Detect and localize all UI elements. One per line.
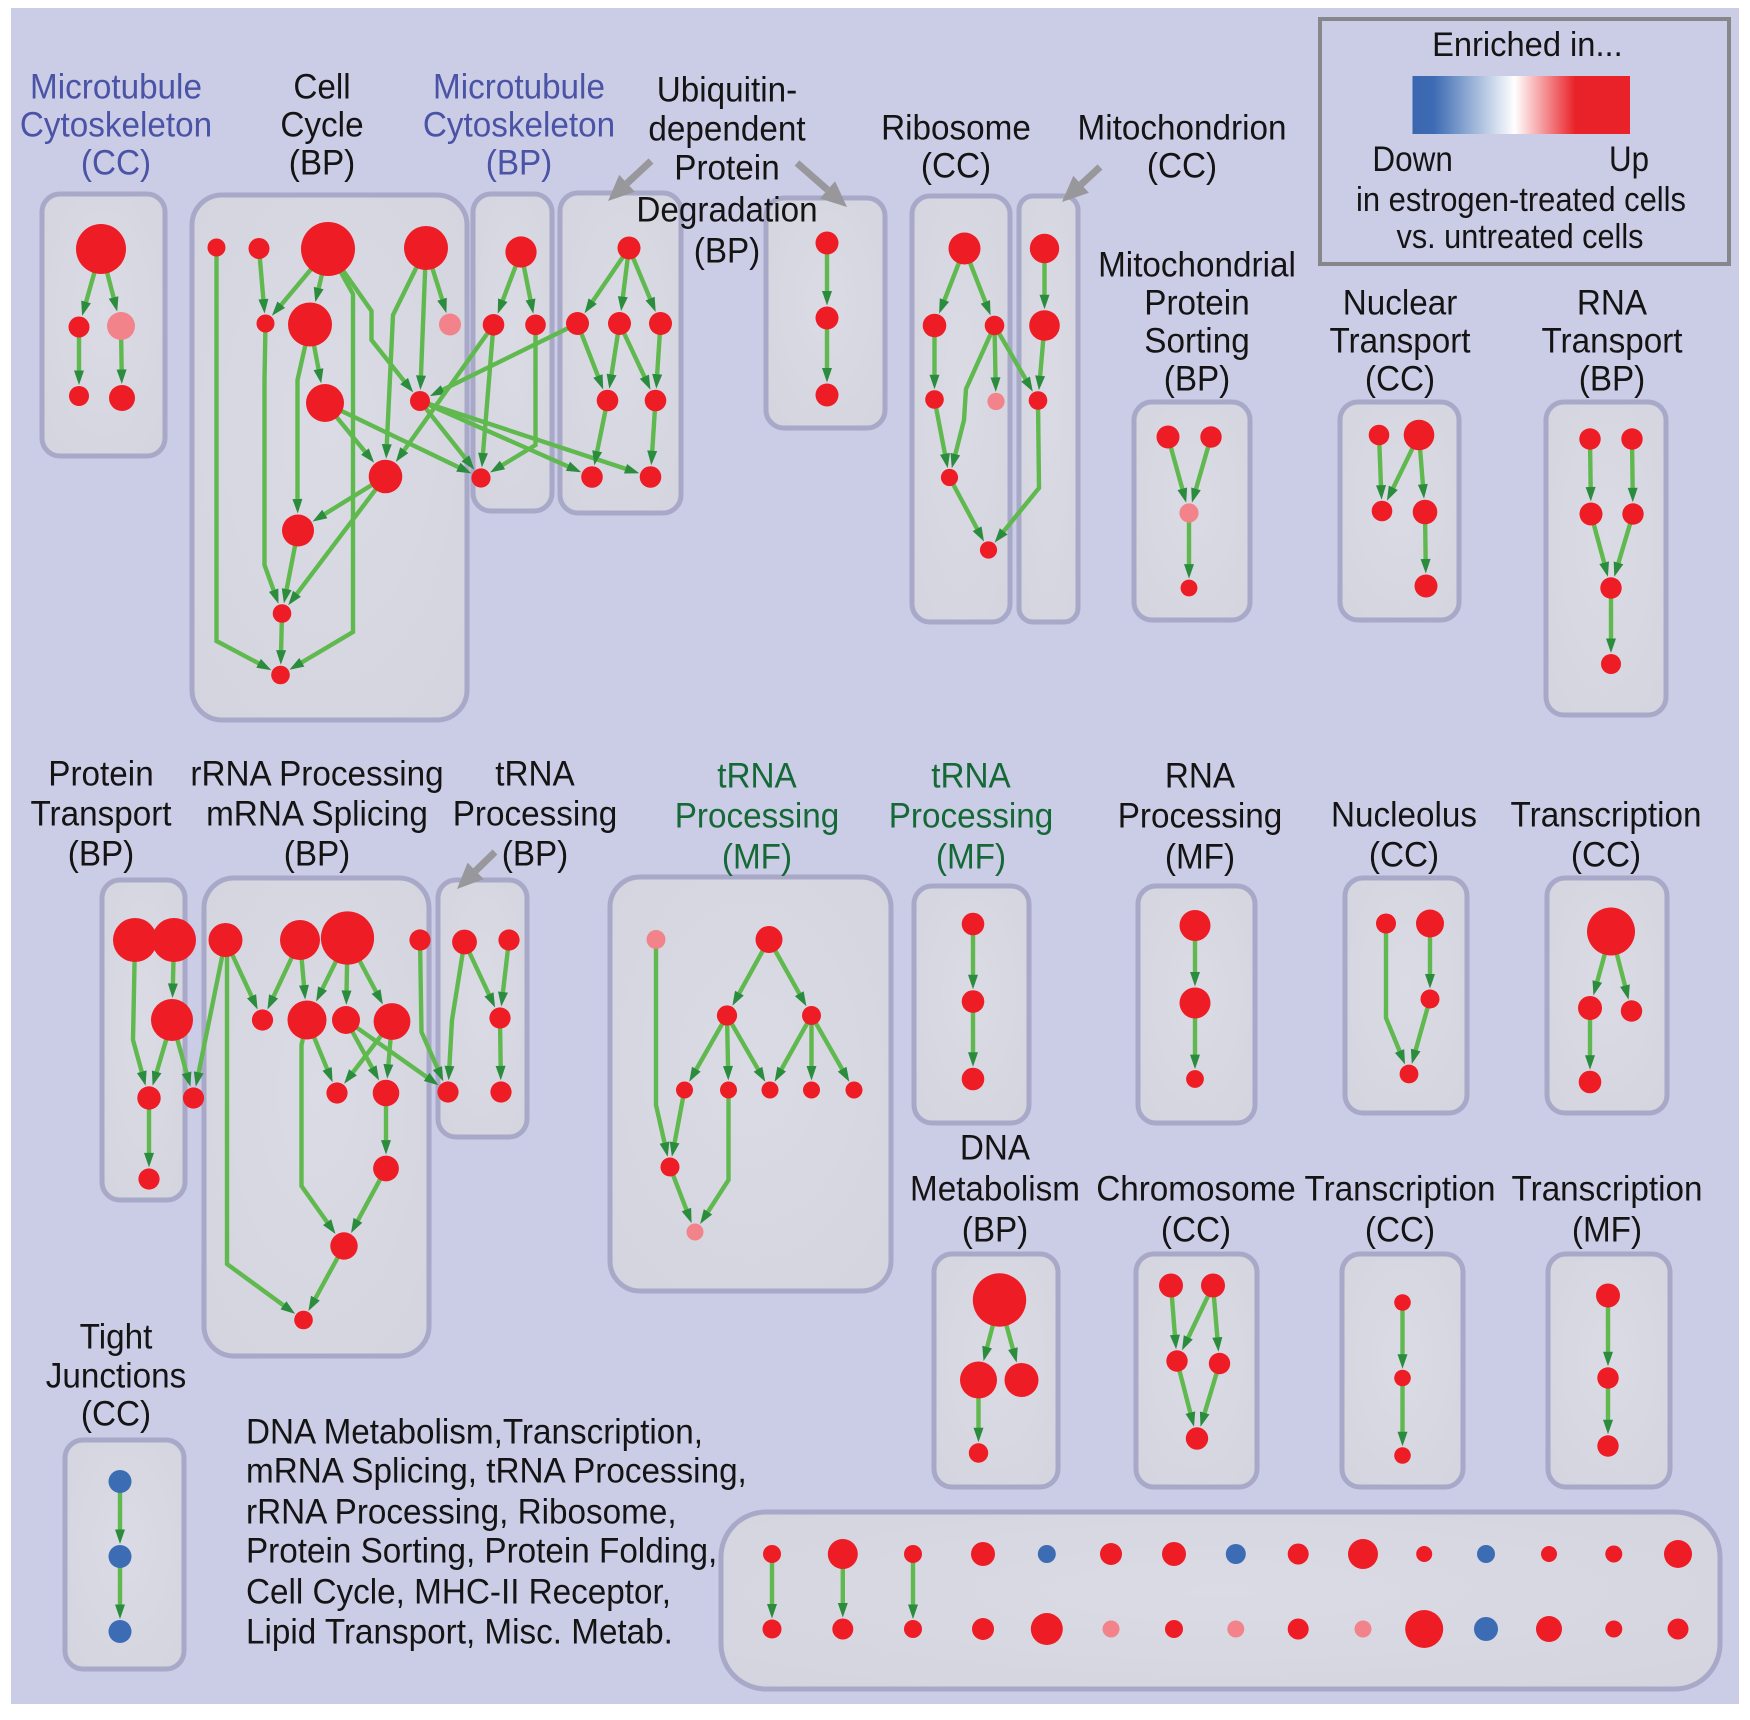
svg-text:Lipid Transport, Misc. Metab.: Lipid Transport, Misc. Metab. — [246, 1613, 673, 1652]
svg-text:tRNA: tRNA — [495, 755, 575, 794]
svg-text:(CC): (CC) — [1147, 147, 1217, 186]
svg-text:Transport: Transport — [1541, 322, 1682, 361]
svg-text:(BP): (BP) — [486, 144, 553, 183]
svg-text:Transport: Transport — [1329, 322, 1470, 361]
svg-text:in estrogen-treated cells: in estrogen-treated cells — [1356, 181, 1686, 219]
svg-text:Transcription: Transcription — [1305, 1170, 1496, 1209]
svg-text:Transcription: Transcription — [1511, 796, 1702, 835]
svg-text:(CC): (CC) — [81, 144, 151, 183]
svg-text:(MF): (MF) — [936, 838, 1006, 877]
svg-text:Cell Cycle, MHC-II Receptor,: Cell Cycle, MHC-II Receptor, — [246, 1573, 671, 1612]
svg-text:(CC): (CC) — [1161, 1211, 1231, 1250]
svg-text:(BP): (BP) — [289, 144, 356, 183]
svg-text:Mitochondrial: Mitochondrial — [1098, 246, 1296, 285]
svg-text:Cell: Cell — [293, 68, 350, 107]
svg-text:vs. untreated cells: vs. untreated cells — [1397, 218, 1644, 256]
svg-text:Sorting: Sorting — [1144, 322, 1249, 361]
svg-text:(BP): (BP) — [68, 835, 135, 874]
svg-text:Protein: Protein — [1144, 284, 1249, 323]
svg-text:(BP): (BP) — [1164, 360, 1231, 399]
svg-text:Junctions: Junctions — [46, 1357, 187, 1396]
svg-text:(MF): (MF) — [1572, 1211, 1642, 1250]
svg-text:Microtubule: Microtubule — [433, 68, 605, 107]
svg-text:(CC): (CC) — [921, 147, 991, 186]
svg-text:Protein: Protein — [48, 755, 153, 794]
svg-text:Enriched in...: Enriched in... — [1432, 26, 1623, 64]
svg-text:(CC): (CC) — [1365, 1211, 1435, 1250]
svg-text:(CC): (CC) — [81, 1395, 151, 1434]
svg-text:Cytoskeleton: Cytoskeleton — [20, 106, 212, 145]
svg-text:Nuclear: Nuclear — [1343, 284, 1458, 323]
svg-text:RNA: RNA — [1165, 757, 1236, 796]
svg-text:Cycle: Cycle — [280, 106, 363, 145]
svg-text:Degradation: Degradation — [636, 191, 817, 230]
svg-text:(BP): (BP) — [962, 1211, 1029, 1250]
svg-text:(BP): (BP) — [284, 835, 351, 874]
svg-text:Down: Down — [1372, 140, 1453, 179]
svg-text:Chromosome: Chromosome — [1096, 1170, 1296, 1209]
svg-text:(MF): (MF) — [1165, 838, 1235, 877]
svg-text:Processing: Processing — [453, 795, 618, 834]
svg-text:Processing: Processing — [889, 797, 1054, 836]
svg-text:Transcription: Transcription — [1512, 1170, 1703, 1209]
svg-text:Metabolism: Metabolism — [910, 1170, 1080, 1209]
svg-text:rRNA Processing: rRNA Processing — [190, 755, 443, 794]
svg-text:Mitochondrion: Mitochondrion — [1078, 109, 1287, 148]
svg-text:Up: Up — [1609, 140, 1649, 179]
svg-text:RNA: RNA — [1577, 284, 1648, 323]
svg-text:mRNA Splicing: mRNA Splicing — [206, 795, 428, 834]
svg-text:Nucleolus: Nucleolus — [1331, 796, 1477, 835]
svg-text:rRNA Processing, Ribosome,: rRNA Processing, Ribosome, — [246, 1493, 677, 1532]
svg-text:dependent: dependent — [648, 110, 805, 149]
svg-text:Tight: Tight — [80, 1318, 153, 1357]
svg-text:Microtubule: Microtubule — [30, 68, 202, 107]
svg-text:Transport: Transport — [30, 795, 171, 834]
svg-text:Protein: Protein — [674, 149, 779, 188]
svg-text:Protein Sorting, Protein Foldi: Protein Sorting, Protein Folding, — [246, 1532, 717, 1571]
svg-text:Ubiquitin-: Ubiquitin- — [657, 71, 798, 110]
svg-text:mRNA Splicing, tRNA Processing: mRNA Splicing, tRNA Processing, — [246, 1452, 747, 1491]
svg-text:DNA Metabolism,Transcription,: DNA Metabolism,Transcription, — [246, 1413, 703, 1452]
svg-text:Cytoskeleton: Cytoskeleton — [423, 106, 615, 145]
svg-text:(CC): (CC) — [1369, 836, 1439, 875]
svg-text:DNA: DNA — [960, 1129, 1031, 1168]
svg-text:(CC): (CC) — [1365, 360, 1435, 399]
svg-text:(MF): (MF) — [722, 838, 792, 877]
svg-text:(BP): (BP) — [1579, 360, 1646, 399]
svg-text:Processing: Processing — [1118, 797, 1283, 836]
svg-text:Ribosome: Ribosome — [881, 109, 1031, 148]
svg-text:tRNA: tRNA — [717, 757, 797, 796]
svg-text:tRNA: tRNA — [931, 757, 1011, 796]
svg-text:(CC): (CC) — [1571, 836, 1641, 875]
svg-text:(BP): (BP) — [502, 835, 569, 874]
svg-text:Processing: Processing — [675, 797, 840, 836]
svg-text:(BP): (BP) — [694, 232, 761, 271]
